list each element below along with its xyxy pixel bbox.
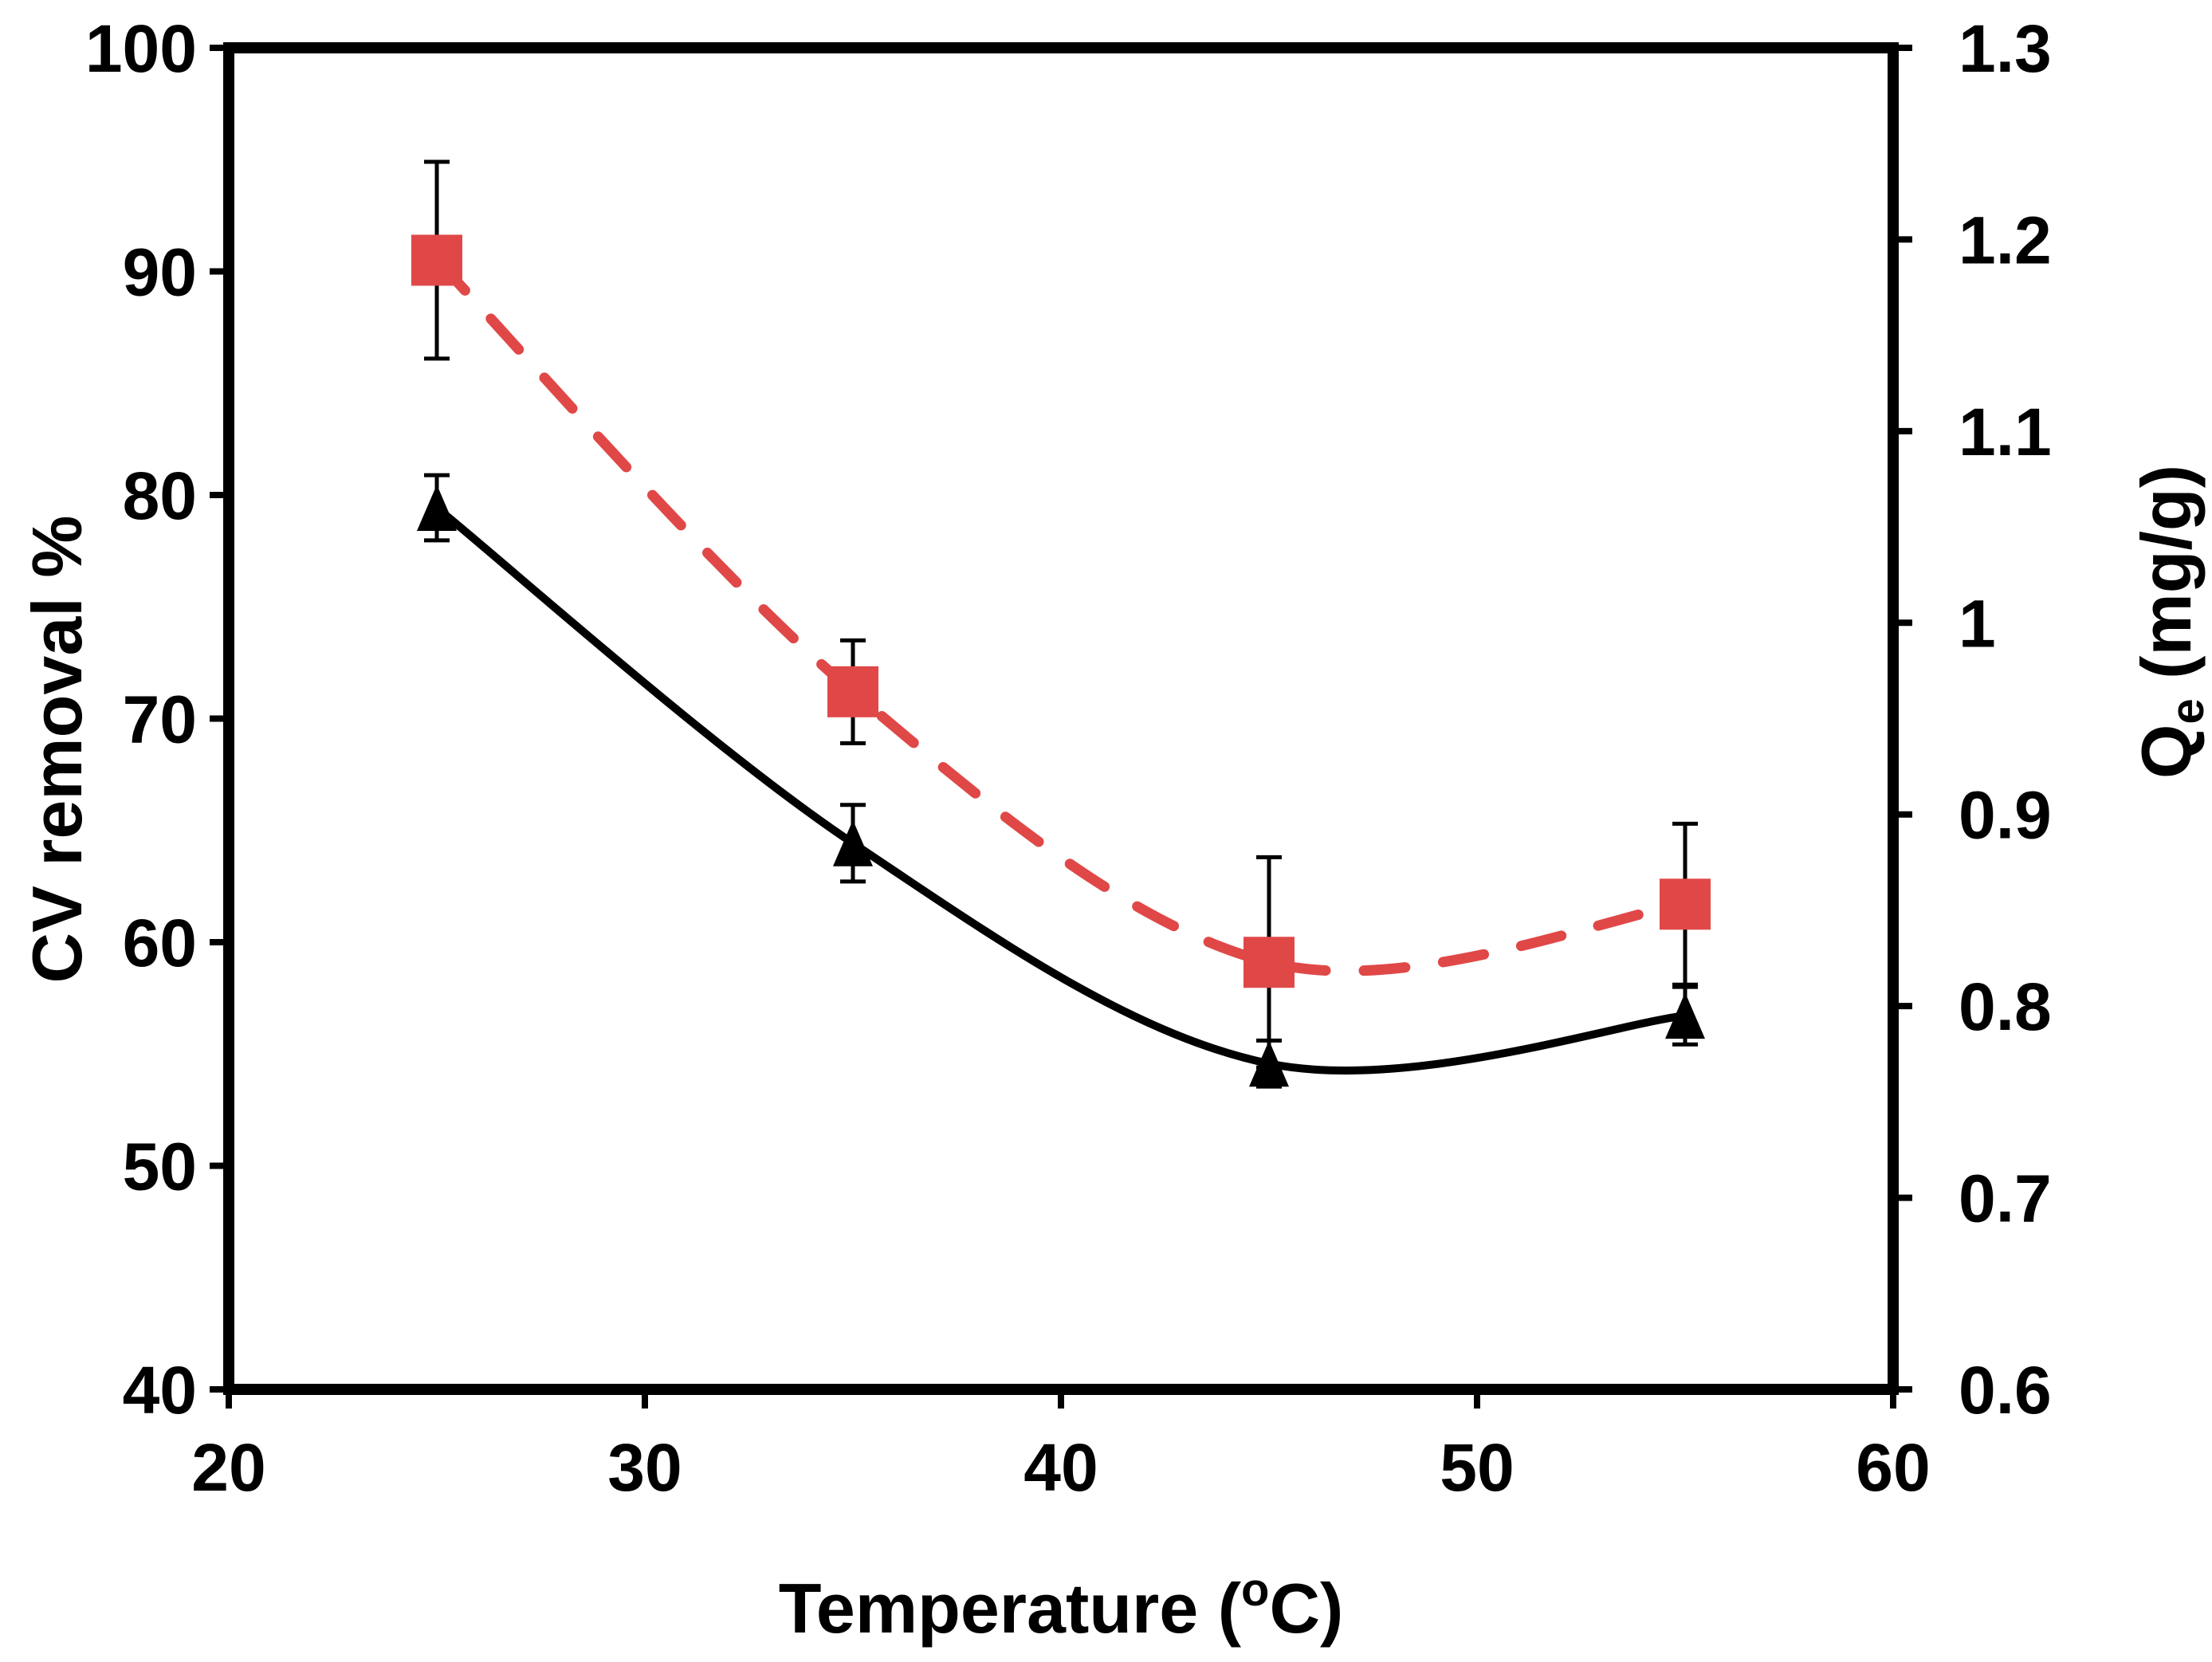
- x-tick-label: 20: [191, 1430, 265, 1505]
- x-axis: 20 30 40 50 60: [191, 1389, 1931, 1505]
- left-y-tick-label: 60: [123, 906, 197, 980]
- x-axis-title: Temperature (oC): [779, 1564, 1344, 1648]
- data-point-square: [1244, 937, 1295, 988]
- left-y-tick-label: 50: [123, 1130, 197, 1204]
- left-y-tick-label: 100: [85, 11, 197, 86]
- right-y-axis-title: Qe (mg/g): [2127, 465, 2212, 779]
- series-square: [411, 159, 1711, 1070]
- right-y-axis: 0.6 0.7 0.8 0.9 1 1.1 1.2 1.3: [1893, 11, 2052, 1428]
- right-y-tick-label: 0.7: [1959, 1161, 2052, 1236]
- x-tick-label: 30: [607, 1430, 682, 1505]
- data-point-square: [411, 234, 462, 286]
- left-y-axis-title: CV removal %: [18, 516, 96, 984]
- right-y-tick-label: 1.3: [1959, 11, 2052, 86]
- data-point-square: [827, 666, 878, 717]
- left-y-tick-label: 40: [123, 1353, 197, 1428]
- right-y-tick-label: 0.9: [1959, 778, 2052, 853]
- plot-area: 20 30 40 50 60 40 50 60 70 80 90 100 0.6 0.7 0.8 0.9 1…: [85, 11, 2052, 1505]
- left-y-tick-label: 80: [123, 458, 197, 533]
- x-tick-label: 50: [1440, 1430, 1514, 1505]
- right-y-tick-label: 0.6: [1959, 1353, 2052, 1428]
- series-layer: [411, 159, 1711, 1089]
- series-line: [431, 254, 1691, 976]
- plot-frame: [223, 42, 1899, 1395]
- data-point-triangle: [1665, 992, 1705, 1039]
- data-point-triangle: [417, 485, 457, 532]
- x-tick-label: 60: [1856, 1430, 1930, 1505]
- right-y-tick-label: 1.2: [1959, 202, 2052, 277]
- series-triangle: [417, 473, 1705, 1089]
- data-point-triangle: [833, 819, 873, 866]
- right-y-tick-label: 1: [1959, 586, 1996, 661]
- left-y-axis: 40 50 60 70 80 90 100: [85, 11, 229, 1428]
- left-y-tick-label: 70: [123, 682, 197, 757]
- left-y-tick-label: 90: [123, 235, 197, 310]
- x-tick-label: 40: [1023, 1430, 1098, 1505]
- series-line: [433, 504, 1689, 1075]
- right-y-tick-label: 1.1: [1959, 395, 2052, 470]
- data-point-square: [1660, 878, 1711, 930]
- right-y-tick-label: 0.8: [1959, 969, 2052, 1044]
